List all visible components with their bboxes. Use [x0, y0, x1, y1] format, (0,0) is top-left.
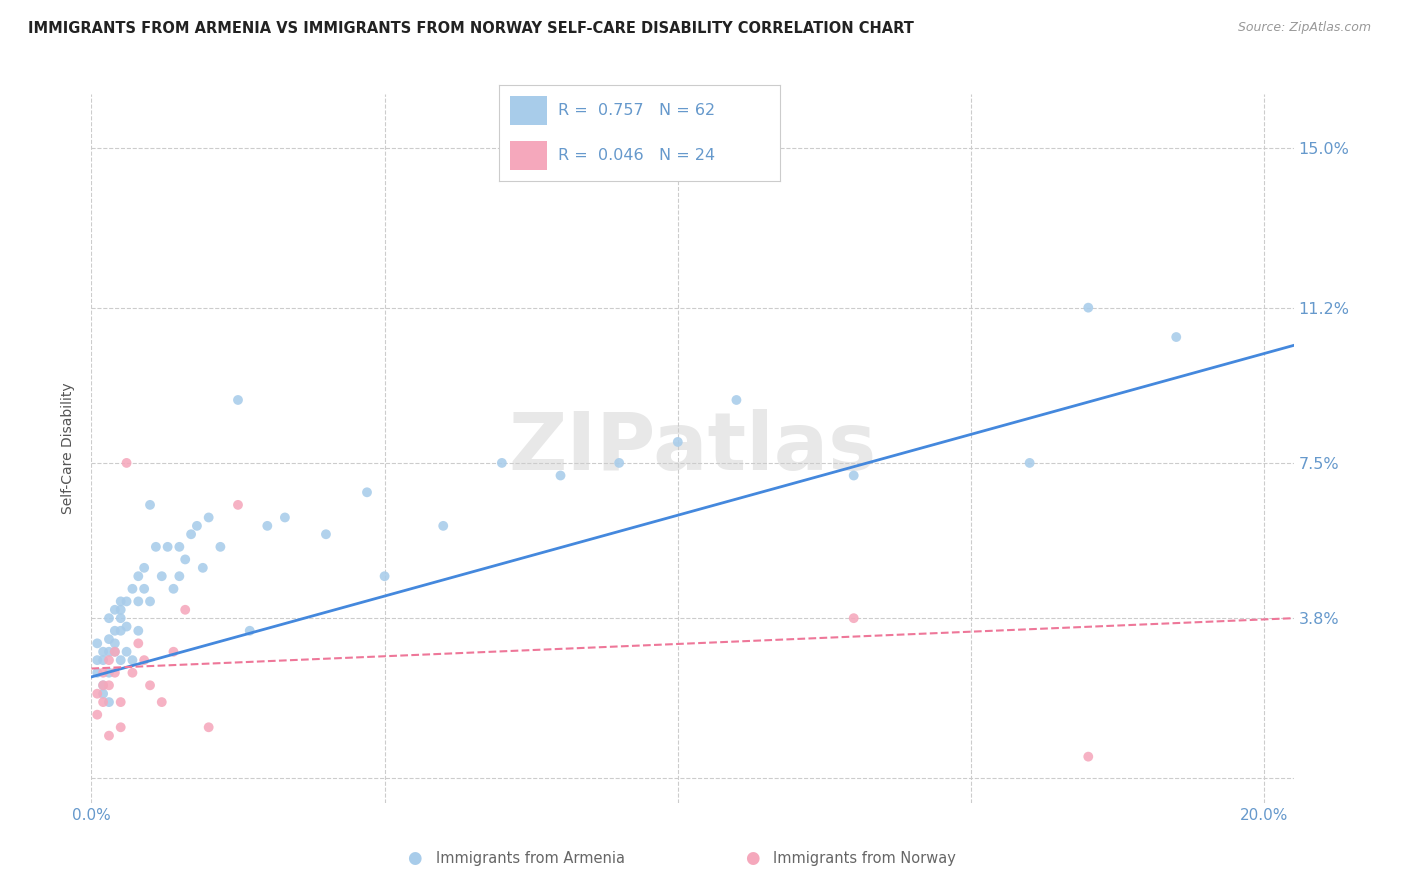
Point	[356, 485, 378, 500]
Point	[98, 678, 121, 692]
Point	[150, 695, 173, 709]
Point	[127, 569, 149, 583]
Point	[1077, 749, 1099, 764]
Point	[169, 540, 191, 554]
Point	[607, 456, 630, 470]
Point	[121, 665, 143, 680]
Point	[162, 582, 184, 596]
Text: Immigrants from Norway: Immigrants from Norway	[773, 851, 956, 865]
Point	[127, 624, 149, 638]
Point	[197, 720, 219, 734]
Point	[666, 434, 689, 449]
Point	[842, 611, 865, 625]
Point	[139, 594, 162, 608]
Text: ●: ●	[408, 849, 422, 867]
Point	[180, 527, 202, 541]
Point	[86, 687, 108, 701]
Point	[91, 695, 114, 709]
Text: IMMIGRANTS FROM ARMENIA VS IMMIGRANTS FROM NORWAY SELF-CARE DISABILITY CORRELATI: IMMIGRANTS FROM ARMENIA VS IMMIGRANTS FR…	[28, 21, 914, 37]
Point	[98, 632, 121, 647]
Point	[110, 653, 132, 667]
Point	[191, 561, 214, 575]
Point	[115, 645, 138, 659]
Text: R =  0.757   N = 62: R = 0.757 N = 62	[558, 103, 716, 119]
Point	[256, 519, 278, 533]
Point	[226, 392, 249, 407]
Point	[491, 456, 513, 470]
Point	[86, 653, 108, 667]
Point	[121, 653, 143, 667]
Point	[174, 552, 197, 566]
Point	[98, 665, 121, 680]
Point	[98, 645, 121, 659]
Point	[150, 569, 173, 583]
Point	[110, 603, 132, 617]
Y-axis label: Self-Care Disability: Self-Care Disability	[62, 383, 76, 514]
Point	[134, 582, 156, 596]
Point	[110, 611, 132, 625]
Point	[239, 624, 262, 638]
Point	[104, 603, 127, 617]
Point	[432, 519, 454, 533]
Point	[110, 624, 132, 638]
Point	[725, 392, 748, 407]
Point	[115, 619, 138, 633]
Point	[127, 594, 149, 608]
Point	[550, 468, 572, 483]
Point	[91, 687, 114, 701]
Point	[98, 653, 121, 667]
Point	[139, 498, 162, 512]
Point	[842, 468, 865, 483]
Point	[115, 456, 138, 470]
Point	[91, 645, 114, 659]
Point	[197, 510, 219, 524]
Point	[1018, 456, 1040, 470]
Point	[104, 636, 127, 650]
Point	[127, 636, 149, 650]
Point	[174, 603, 197, 617]
Point	[169, 569, 191, 583]
Point	[104, 624, 127, 638]
Point	[1166, 330, 1188, 344]
Point	[98, 695, 121, 709]
Point	[104, 665, 127, 680]
Point	[121, 582, 143, 596]
Point	[91, 678, 114, 692]
Point	[110, 720, 132, 734]
Point	[274, 510, 297, 524]
Text: ●: ●	[745, 849, 759, 867]
Text: Source: ZipAtlas.com: Source: ZipAtlas.com	[1237, 21, 1371, 35]
Bar	[510, 96, 547, 125]
Text: ZIPatlas: ZIPatlas	[509, 409, 876, 487]
Point	[1077, 301, 1099, 315]
Point	[145, 540, 167, 554]
Point	[91, 665, 114, 680]
Point	[315, 527, 337, 541]
Point	[86, 636, 108, 650]
Point	[98, 611, 121, 625]
Text: Immigrants from Armenia: Immigrants from Armenia	[436, 851, 624, 865]
Point	[226, 498, 249, 512]
Point	[98, 729, 121, 743]
Point	[115, 594, 138, 608]
Point	[110, 695, 132, 709]
Point	[134, 653, 156, 667]
Point	[186, 519, 208, 533]
Point	[134, 561, 156, 575]
Point	[86, 707, 108, 722]
Point	[104, 645, 127, 659]
Point	[139, 678, 162, 692]
Point	[162, 645, 184, 659]
Point	[91, 653, 114, 667]
Point	[156, 540, 179, 554]
Point	[374, 569, 396, 583]
Point	[104, 645, 127, 659]
Point	[209, 540, 232, 554]
Point	[86, 665, 108, 680]
Bar	[510, 141, 547, 169]
Point	[110, 594, 132, 608]
Text: R =  0.046   N = 24: R = 0.046 N = 24	[558, 147, 716, 162]
Point	[91, 678, 114, 692]
